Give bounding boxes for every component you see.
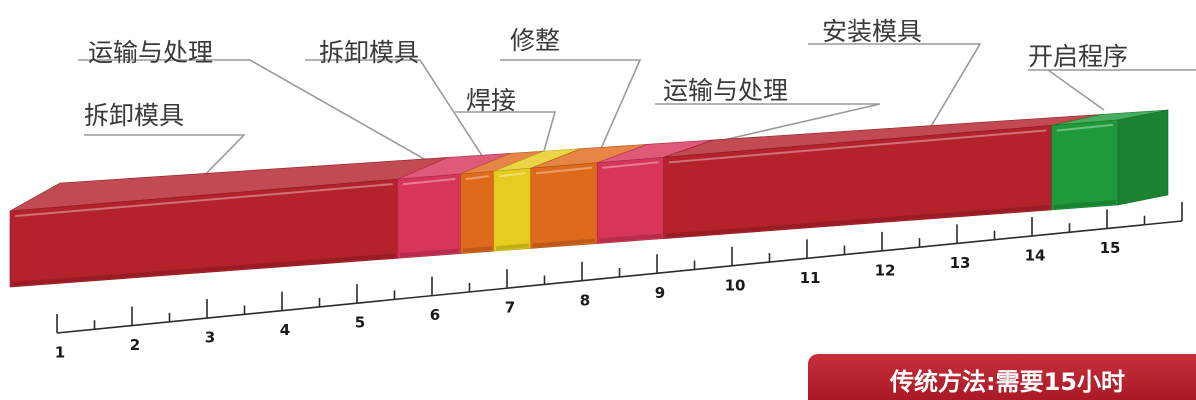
step-label-dismantle-2: 拆卸模具 xyxy=(319,38,420,67)
step-label-start: 开启程序 xyxy=(1028,42,1129,71)
bar-end-cap xyxy=(1117,109,1169,206)
leader-line xyxy=(84,134,246,193)
hour-tick-label: 10 xyxy=(725,276,746,294)
label-leader-lines xyxy=(78,43,1196,193)
leader-line xyxy=(305,59,491,169)
leader-line xyxy=(500,59,642,161)
step-label-trim: 修整 xyxy=(510,26,561,55)
step-label-install: 安装模具 xyxy=(822,17,923,46)
step-label-transport-2: 运输与处理 xyxy=(663,76,789,105)
hour-ruler: 1 2 3 4 5 6 7 8 9 10 11 12 13 14 15 xyxy=(55,202,1183,362)
process-segment xyxy=(663,114,1102,239)
hour-tick-label: 8 xyxy=(580,291,590,309)
hour-tick-label: 12 xyxy=(875,261,896,279)
total-time-text: 传统方法:需要15小时 xyxy=(890,368,1125,396)
process-segment xyxy=(9,157,448,288)
hour-tick-label: 13 xyxy=(950,254,971,272)
hour-tick-label: 3 xyxy=(205,329,215,347)
hour-tick-label: 7 xyxy=(505,299,515,317)
leader-line xyxy=(808,43,982,129)
leader-line xyxy=(455,111,557,166)
hour-tick-label: 4 xyxy=(280,321,290,339)
hour-tick-label: 15 xyxy=(1100,239,1121,257)
process-bar xyxy=(9,109,1169,288)
step-label-transport-1: 运输与处理 xyxy=(88,38,214,67)
total-time-banner: 传统方法:需要15小时 xyxy=(808,354,1196,400)
step-label-dismantle-left: 拆卸模具 xyxy=(84,101,185,130)
leader-line xyxy=(78,59,441,169)
process-segment xyxy=(1051,109,1169,211)
hour-tick-label: 5 xyxy=(355,314,365,332)
hour-tick-label: 11 xyxy=(800,269,821,287)
process-segment xyxy=(530,144,648,249)
hour-tick-label: 14 xyxy=(1025,246,1046,264)
process-segment xyxy=(596,139,714,244)
leader-line xyxy=(655,103,881,151)
hour-tick-label: 2 xyxy=(130,336,140,354)
step-label-weld: 焊接 xyxy=(466,86,517,115)
hour-tick-label: 6 xyxy=(430,306,440,324)
process-segment xyxy=(460,150,544,254)
hour-tick-label: 1 xyxy=(55,344,65,362)
process-segment xyxy=(397,153,511,259)
leader-line xyxy=(1047,69,1105,111)
hour-tick-label: 9 xyxy=(655,284,665,302)
